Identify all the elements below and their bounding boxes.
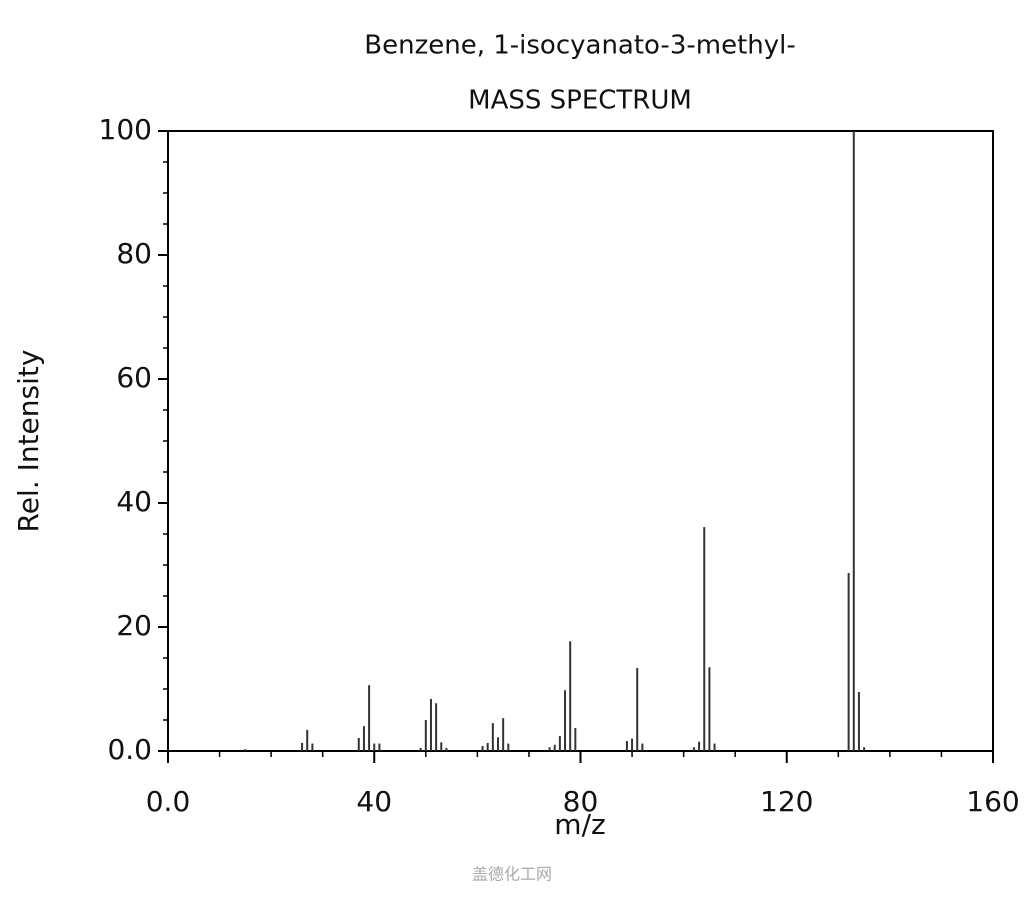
x-tick-label: 80	[563, 785, 599, 818]
chart-subtitle: MASS SPECTRUM	[468, 86, 692, 116]
x-tick-label: 160	[966, 785, 1019, 818]
y-tick-label: 100	[99, 113, 152, 146]
watermark: 盖德化工网	[472, 865, 552, 884]
plot-frame	[167, 130, 994, 752]
chart-title: Benzene, 1-isocyanato-3-methyl-	[364, 31, 795, 61]
y-axis-label: Rel. Intensity	[12, 350, 45, 533]
y-tick-label: 20	[116, 609, 152, 642]
y-tick-label: 0.0	[107, 733, 152, 766]
y-tick-label: 80	[116, 237, 152, 270]
x-axis-label: m/z	[554, 808, 605, 841]
x-tick-label: 120	[760, 785, 813, 818]
x-tick-label: 40	[356, 785, 392, 818]
y-tick-label: 60	[116, 361, 152, 394]
x-tick-label: 0.0	[146, 785, 191, 818]
y-tick-label: 40	[116, 485, 152, 518]
